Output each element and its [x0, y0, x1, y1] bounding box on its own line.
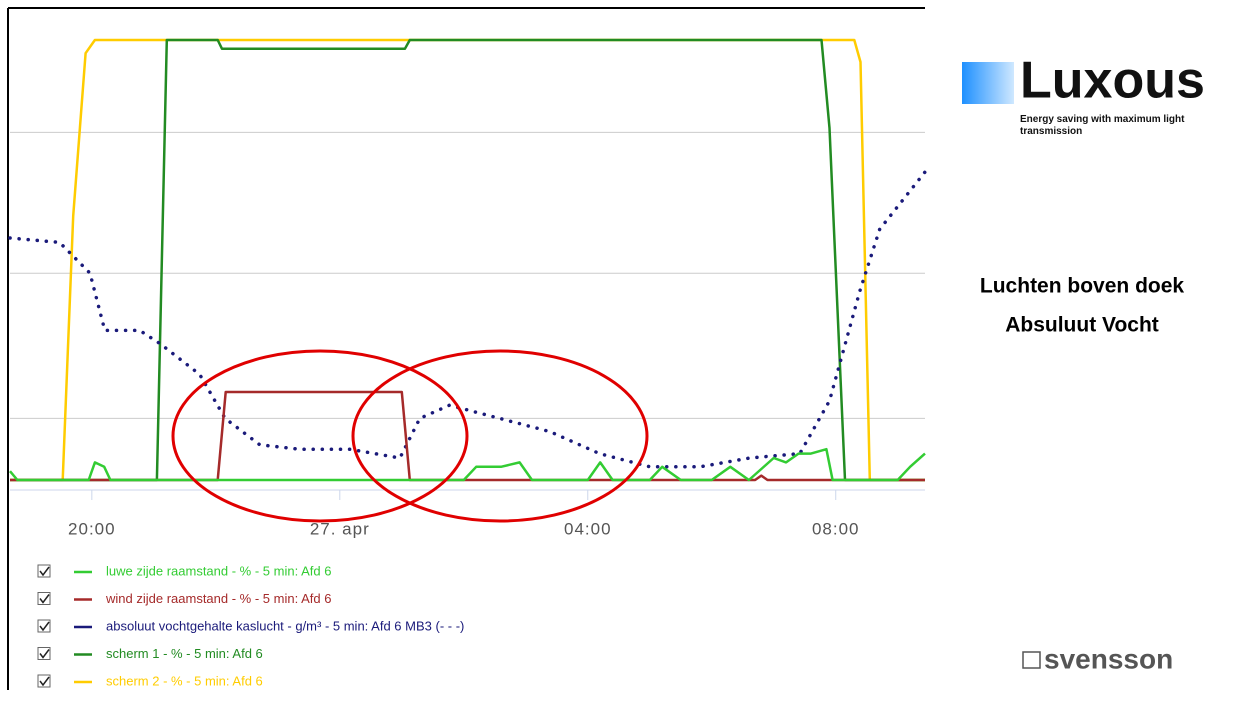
logo: Luxous Energy saving with maximum light …: [962, 52, 1205, 137]
logo-text: Luxous: [1020, 52, 1205, 110]
x-tick-label: 08:00: [812, 519, 860, 538]
series-line: [9, 447, 926, 482]
x-tick-label: 04:00: [564, 519, 612, 538]
legend-check: [39, 649, 50, 659]
legend-label: luwe zijde raamstand - % - 5 min: Afd 6: [106, 563, 331, 578]
heading: Luchten boven doek: [980, 275, 1185, 298]
tagline: Energy saving with maximum light transmi…: [1020, 114, 1185, 137]
legend-item[interactable]: scherm 1 - % - 5 min: Afd 6: [37, 646, 263, 661]
highlight-ellipse: [351, 349, 649, 523]
legend-checkbox[interactable]: [37, 674, 51, 688]
legend-label: absoluut vochtgehalte kaslucht - g/m³ - …: [106, 618, 464, 633]
legend-check: [39, 621, 50, 632]
x-tick-label: 20:00: [68, 519, 116, 538]
legend-checkbox[interactable]: [37, 592, 51, 605]
x-tick-label: 27. apr: [310, 519, 370, 538]
legend-check: [39, 676, 50, 687]
brand: svensson: [1044, 643, 1173, 674]
brand-icon: [1022, 651, 1041, 669]
series-line: [10, 38, 925, 482]
plot: 20:00 27. apr 04:00 08:00: [8, 38, 927, 538]
heading: Absuluut Vocht: [1005, 314, 1159, 337]
legend: luwe zijde raamstand - % - 5 min: Afd 6 w…: [37, 563, 464, 688]
legend-label: wind zijde raamstand - % - 5 min: Afd 6: [105, 591, 331, 606]
legend-item[interactable]: luwe zijde raamstand - % - 5 min: Afd 6: [37, 563, 331, 578]
logo-mark: [962, 62, 1014, 104]
legend-item[interactable]: absoluut vochtgehalte kaslucht - g/m³ - …: [37, 618, 464, 633]
series-line: [10, 38, 925, 482]
highlight-ellipse: [171, 349, 469, 523]
legend-item[interactable]: scherm 2 - % - 5 min: Afd 6: [37, 673, 263, 688]
legend-checkbox[interactable]: [37, 619, 51, 633]
tagline-box: Energy saving with maximum light transmi…: [1020, 114, 1185, 137]
legend-check: [39, 594, 50, 604]
legend-checkbox[interactable]: [37, 564, 51, 578]
annotations: [171, 349, 649, 523]
legend-label: scherm 1 - % - 5 min: Afd 6: [106, 646, 263, 661]
legend-checkbox[interactable]: [37, 647, 51, 660]
legend-item[interactable]: wind zijde raamstand - % - 5 min: Afd 6: [37, 591, 331, 606]
legend-check: [39, 566, 50, 577]
legend-label: scherm 2 - % - 5 min: Afd 6: [106, 673, 263, 688]
